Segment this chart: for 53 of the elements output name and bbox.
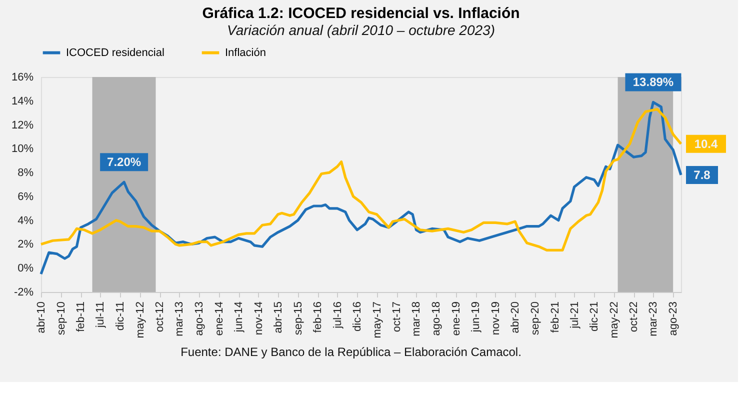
x-tick-label: abr-10: [36, 302, 48, 334]
x-tick-label: abr-15: [272, 302, 284, 334]
x-tick-label: sep-15: [292, 302, 304, 336]
x-tick-label: nov-19: [490, 302, 502, 336]
x-tick-label: nov-14: [252, 302, 265, 336]
x-tick-label: abr-20: [510, 302, 522, 334]
x-tick-label: dic-11: [114, 302, 127, 331]
x-tick-label: may-17: [371, 302, 384, 338]
y-tick-label: 8%: [18, 167, 34, 180]
y-tick-label: 0%: [18, 262, 34, 275]
x-tick-label: oct-12: [154, 302, 166, 332]
y-tick-label: 14%: [11, 95, 34, 108]
x-tick-label: oct-22: [628, 302, 640, 332]
x-tick-label: ene-19: [450, 302, 462, 336]
x-tick-label: ago-23: [668, 302, 680, 336]
x-tick-label: may-22: [608, 302, 620, 338]
x-tick-label: dic-21: [588, 302, 601, 332]
y-tick-label: 16%: [11, 72, 34, 84]
x-tick-label: sep-20: [529, 302, 542, 336]
x-tick-label: jun-14: [233, 302, 246, 334]
x-tick-label: jul-16: [332, 302, 344, 330]
chart-subtitle: Variación anual (abril 2010 – octubre 2023): [227, 22, 495, 38]
x-tick-label: ago-13: [194, 302, 206, 336]
y-tick-label: 12%: [11, 119, 34, 132]
y-tick-label: 2%: [18, 238, 34, 251]
chart-title: Gráfica 1.2: ICOCED residencial vs. Inflación: [202, 5, 520, 22]
x-tick-label: ago-18: [430, 302, 443, 336]
x-tick-label: sep-10: [55, 302, 68, 336]
x-tick-label: mar-13: [174, 302, 186, 336]
source-note: Fuente: DANE y Banco de la República – Elaboración Camacol.: [180, 345, 522, 359]
y-tick-label: 10%: [11, 143, 34, 156]
annotation: 10.4: [694, 136, 718, 151]
x-tick-label: jun-19: [470, 302, 482, 334]
annotation: 13.89%: [632, 75, 674, 90]
x-tick-label: may-12: [134, 302, 146, 338]
x-tick-label: feb-21: [549, 302, 562, 333]
legend-label: Inflación: [225, 46, 266, 59]
y-tick-label: 6%: [18, 190, 34, 203]
x-tick-label: feb-11: [75, 302, 88, 332]
annotation: 7.20%: [107, 155, 142, 170]
x-tick-label: mar-18: [410, 302, 423, 336]
line-series: [40, 108, 682, 252]
x-tick-label: dic-16: [352, 302, 364, 332]
x-tick-label: jul-21: [568, 302, 581, 330]
x-tick-label: feb-16: [312, 302, 324, 333]
y-tick-label: -2%: [14, 286, 34, 298]
x-tick-label: jul-11: [94, 302, 107, 329]
x-tick-label: ene-14: [213, 302, 226, 336]
legend-label: ICOCED residencial: [66, 46, 164, 59]
x-tick-label: mar-23: [648, 302, 660, 336]
annotation: 7.8: [694, 168, 711, 182]
y-tick-label: 4%: [18, 214, 34, 227]
x-tick-label: oct-17: [391, 302, 404, 332]
